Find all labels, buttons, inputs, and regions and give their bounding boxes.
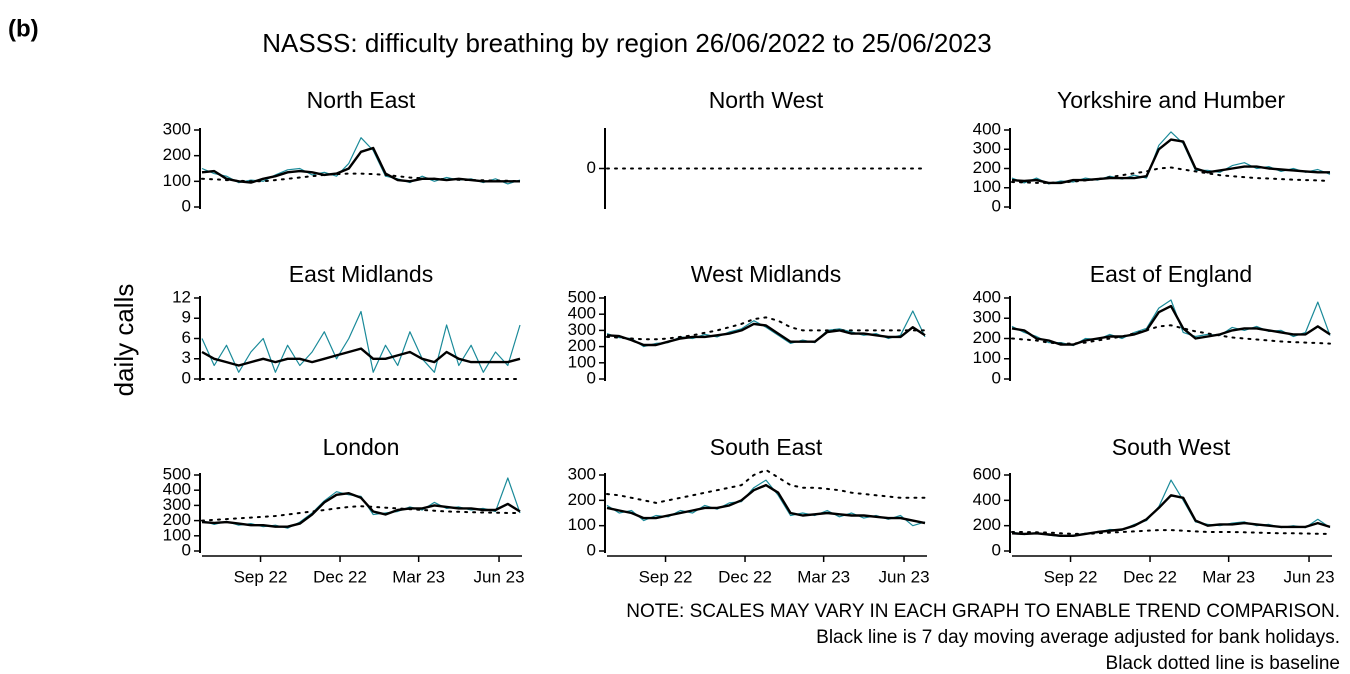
y-tick-label: 300 [973, 308, 1001, 327]
data-line [201, 137, 521, 185]
data-line [1011, 138, 1330, 185]
data-line [1011, 304, 1331, 346]
data-line [201, 477, 521, 529]
y-tick-label: 100 [973, 177, 1001, 196]
y-tick-label: 100 [973, 348, 1001, 367]
y-tick-label: 9 [182, 308, 191, 327]
y-tick-label: 500 [163, 464, 191, 483]
y-tick-label: 400 [973, 287, 1001, 306]
x-tick-label: Mar 23 [1202, 567, 1255, 586]
data-line [201, 146, 520, 184]
x-tick-label: Jun 23 [879, 567, 930, 586]
y-tick-label: 0 [587, 368, 596, 387]
x-tick-label: Sep 22 [234, 567, 288, 586]
x-tick-label: Sep 22 [639, 567, 693, 586]
panel-title: West Midlands [691, 261, 841, 287]
baseline-line [1011, 529, 1331, 535]
y-tick-label: 100 [568, 515, 596, 534]
y-tick-label: 300 [163, 119, 191, 138]
y-axis-label: daily calls [109, 284, 139, 397]
y-tick-label: 100 [163, 525, 191, 544]
panel-title: Yorkshire and Humber [1057, 87, 1285, 113]
note: Black dotted line is baseline [1106, 653, 1340, 674]
panel-title: East Midlands [289, 261, 433, 287]
y-tick-label: 0 [992, 540, 1001, 559]
y-tick-label: 200 [973, 158, 1001, 177]
panel-title: South East [710, 434, 823, 460]
y-tick-label: 200 [568, 336, 596, 355]
note: NOTE: SCALES MAY VARY IN EACH GRAPH TO E… [626, 601, 1340, 622]
y-tick-label: 200 [973, 515, 1001, 534]
y-tick-label: 0 [992, 368, 1001, 387]
y-tick-label: 3 [182, 348, 191, 367]
y-tick-label: 200 [973, 328, 1001, 347]
baseline-line [201, 172, 521, 183]
panel-title: North West [709, 87, 824, 113]
y-tick-label: 500 [568, 287, 596, 306]
data-line [606, 322, 926, 347]
panel-title: South West [1112, 434, 1231, 460]
y-tick-label: 0 [992, 196, 1001, 215]
y-tick-label: 400 [973, 490, 1001, 509]
baseline-line [201, 505, 521, 522]
y-tick-label: 100 [163, 171, 191, 190]
data-line [606, 483, 926, 525]
y-tick-label: 200 [163, 510, 191, 529]
x-tick-label: Mar 23 [797, 567, 850, 586]
panel-title: North East [307, 87, 416, 113]
x-tick-label: Dec 22 [313, 567, 367, 586]
y-tick-label: 300 [163, 495, 191, 514]
y-tick-label: 400 [568, 304, 596, 323]
baseline-line [1011, 324, 1331, 345]
x-tick-label: Mar 23 [392, 567, 445, 586]
data-line [201, 310, 521, 373]
y-tick-label: 400 [163, 480, 191, 499]
y-tick-label: 100 [568, 352, 596, 371]
y-tick-label: 0 [182, 196, 191, 215]
note: Black line is 7 day moving average adjus… [816, 627, 1340, 648]
y-tick-label: 400 [973, 119, 1001, 138]
data-line [201, 347, 521, 367]
x-tick-label: Dec 22 [1123, 567, 1177, 586]
panel-title: East of England [1090, 261, 1252, 287]
x-tick-label: Dec 22 [718, 567, 772, 586]
y-tick-label: 200 [163, 145, 191, 164]
x-tick-label: Jun 23 [1284, 567, 1335, 586]
y-tick-label: 200 [568, 490, 596, 509]
y-tick-label: 0 [182, 540, 191, 559]
data-line [606, 310, 926, 348]
baseline-line [606, 316, 926, 341]
y-tick-label: 600 [973, 464, 1001, 483]
chart-title: NASSS: difficulty breathing by region 26… [262, 28, 991, 58]
y-tick-label: 0 [587, 158, 596, 177]
y-tick-label: 300 [973, 139, 1001, 158]
x-tick-label: Sep 22 [1044, 567, 1098, 586]
y-tick-label: 6 [182, 328, 191, 347]
data-line [201, 492, 521, 528]
panel-label: (b) [8, 15, 39, 42]
y-tick-label: 300 [568, 320, 596, 339]
y-tick-label: 0 [587, 540, 596, 559]
y-tick-label: 0 [182, 368, 191, 387]
baseline-line [1011, 166, 1331, 184]
data-line [1011, 494, 1331, 537]
y-tick-label: 300 [568, 464, 596, 483]
panel-title: London [323, 434, 400, 460]
y-tick-label: 12 [172, 287, 191, 306]
x-tick-label: Jun 23 [474, 567, 525, 586]
